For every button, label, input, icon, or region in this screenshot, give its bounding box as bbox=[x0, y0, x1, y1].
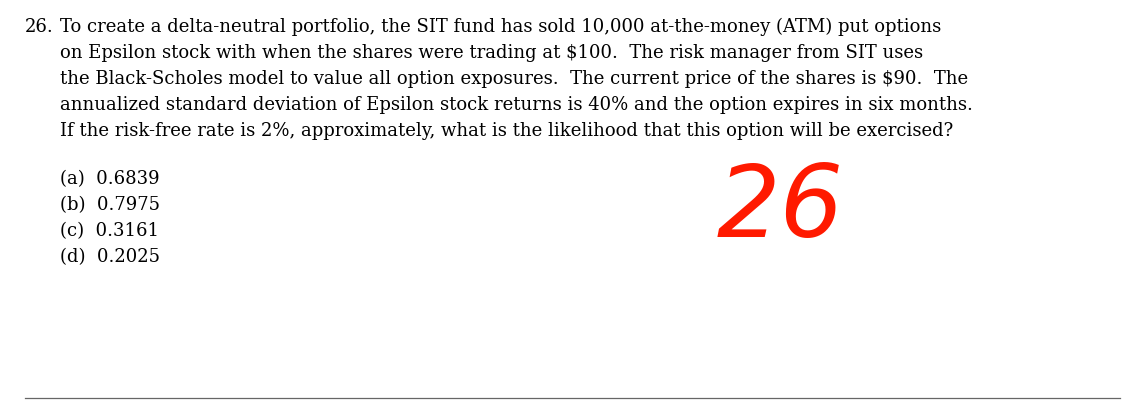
Text: 26.: 26. bbox=[25, 18, 54, 36]
Text: If the risk-free rate is 2%, approximately, what is the likelihood that this opt: If the risk-free rate is 2%, approximate… bbox=[60, 122, 953, 140]
Text: the Black-Scholes model to value all option exposures.  The current price of the: the Black-Scholes model to value all opt… bbox=[60, 70, 968, 88]
Text: (b)  0.7975: (b) 0.7975 bbox=[60, 196, 160, 214]
Text: (a)  0.6839: (a) 0.6839 bbox=[60, 170, 159, 188]
Text: annualized standard deviation of Epsilon stock returns is 40% and the option exp: annualized standard deviation of Epsilon… bbox=[60, 96, 973, 114]
Text: (c)  0.3161: (c) 0.3161 bbox=[60, 222, 159, 240]
Text: on Epsilon stock with when the shares were trading at $100.  The risk manager fr: on Epsilon stock with when the shares we… bbox=[60, 44, 924, 62]
Text: To create a delta-neutral portfolio, the SIT fund has sold 10,000 at-the-money (: To create a delta-neutral portfolio, the… bbox=[60, 18, 941, 36]
Text: (d)  0.2025: (d) 0.2025 bbox=[60, 248, 160, 266]
Text: 26: 26 bbox=[716, 161, 843, 257]
